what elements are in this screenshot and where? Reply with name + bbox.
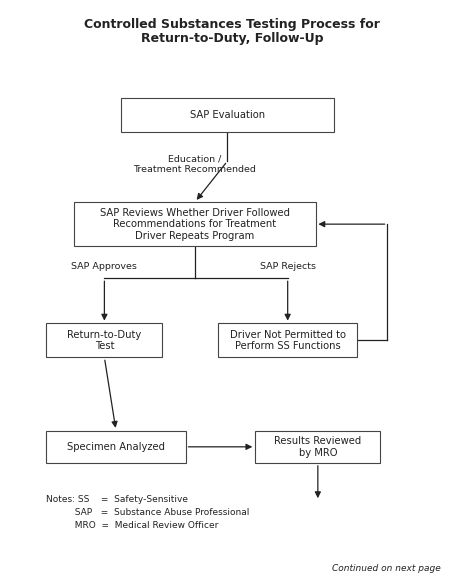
- Text: SAP Evaluation: SAP Evaluation: [189, 110, 264, 120]
- Text: Return-to-Duty
Test: Return-to-Duty Test: [67, 330, 141, 351]
- Text: Return-to-Duty, Follow-Up: Return-to-Duty, Follow-Up: [140, 32, 323, 45]
- FancyBboxPatch shape: [74, 202, 315, 246]
- Text: SAP Reviews Whether Driver Followed
Recommendations for Treatment
Driver Repeats: SAP Reviews Whether Driver Followed Reco…: [100, 207, 289, 241]
- Text: SAP Approves: SAP Approves: [71, 263, 137, 271]
- Text: SAP Rejects: SAP Rejects: [259, 263, 315, 271]
- FancyBboxPatch shape: [120, 98, 333, 132]
- Text: Education /
Treatment Recommended: Education / Treatment Recommended: [133, 154, 256, 174]
- Text: MRO  =  Medical Review Officer: MRO = Medical Review Officer: [46, 521, 218, 530]
- FancyBboxPatch shape: [218, 323, 357, 357]
- Text: Controlled Substances Testing Process for: Controlled Substances Testing Process fo…: [84, 18, 379, 31]
- Text: Specimen Analyzed: Specimen Analyzed: [67, 442, 165, 452]
- FancyBboxPatch shape: [46, 323, 162, 357]
- FancyBboxPatch shape: [255, 431, 380, 463]
- Text: Results Reviewed
by MRO: Results Reviewed by MRO: [274, 436, 361, 458]
- Text: Notes: SS    =  Safety-Sensitive: Notes: SS = Safety-Sensitive: [46, 495, 188, 504]
- Text: Continued on next page: Continued on next page: [332, 564, 440, 573]
- Text: Driver Not Permitted to
Perform SS Functions: Driver Not Permitted to Perform SS Funct…: [229, 330, 345, 351]
- Text: SAP   =  Substance Abuse Professional: SAP = Substance Abuse Professional: [46, 508, 249, 517]
- FancyBboxPatch shape: [46, 431, 185, 463]
